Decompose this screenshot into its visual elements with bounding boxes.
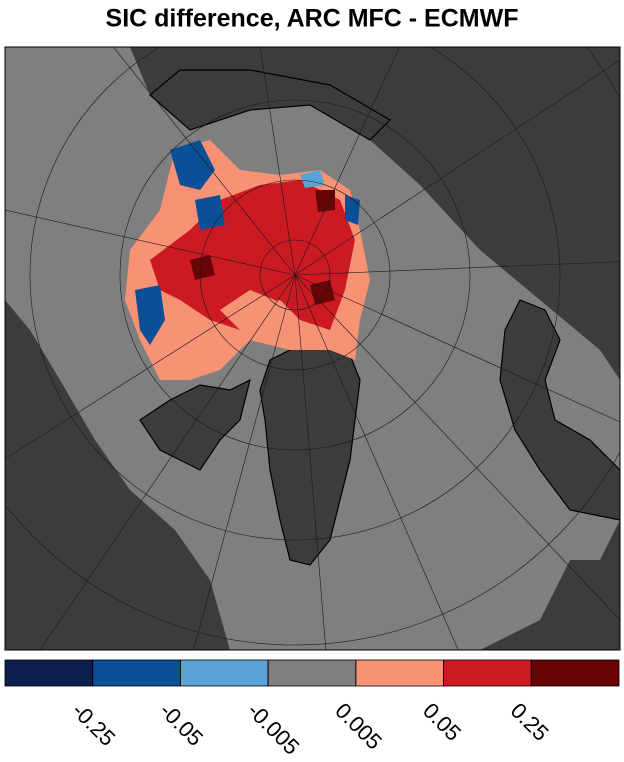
graticule: [5, 47, 620, 650]
colorbar-tick-label: 0.005: [330, 698, 387, 755]
ice-dark-red: [310, 280, 335, 305]
colorbar-tick-label: 0.05: [418, 698, 466, 746]
colorbar-box: [4, 659, 94, 687]
ice-light-red-inner: [220, 290, 275, 330]
scandinavia: [499, 299, 620, 521]
pacific-ice: [5, 55, 135, 130]
map-frame: [4, 46, 621, 651]
colorbar-box: [443, 659, 532, 687]
ice-blue: [300, 170, 325, 188]
colorbar-box: [530, 659, 620, 687]
colorbar-tick-label: 0.25: [506, 698, 554, 746]
map: [5, 47, 620, 650]
ice-blue: [170, 140, 215, 190]
colorbar-box: [355, 659, 444, 687]
colorbar-box: [267, 659, 357, 687]
colorbar-tick-label: -0.005: [243, 698, 305, 760]
colorbar-box: [92, 659, 181, 687]
map-title: SIC difference, ARC MFC - ECMWF: [106, 5, 519, 33]
ice-dark-red: [190, 255, 215, 280]
ice-red: [150, 180, 355, 330]
siberia: [149, 69, 391, 141]
ice-blue: [135, 285, 165, 345]
canadian-islands: [139, 378, 251, 471]
ice-blue: [195, 195, 225, 230]
colorbar-tick-label: -0.05: [155, 698, 208, 751]
colorbar-tick-label: -0.25: [67, 698, 120, 751]
colorbar: -0.25 -0.05 -0.005 0.005 0.05 0.25: [4, 659, 620, 760]
colorbar-box: [180, 659, 269, 687]
ice-dark-red: [315, 190, 335, 212]
